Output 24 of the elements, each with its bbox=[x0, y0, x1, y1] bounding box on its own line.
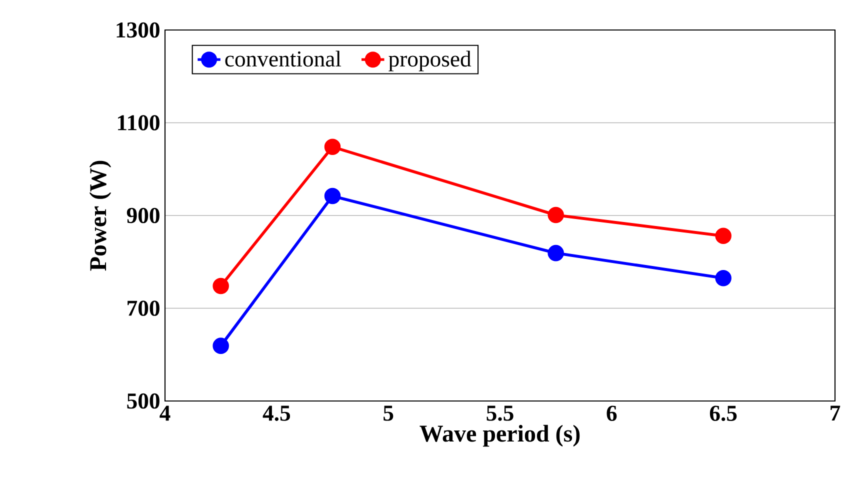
point bbox=[548, 206, 564, 224]
y-tick-label: 500 bbox=[127, 393, 160, 409]
point bbox=[212, 338, 229, 354]
y-tick-label: 1300 bbox=[116, 22, 160, 38]
x-tick-label: 5.5 bbox=[486, 406, 514, 421]
x-tick-label: 5 bbox=[384, 406, 394, 421]
point bbox=[548, 244, 564, 262]
x-tick-label: 7 bbox=[830, 406, 840, 421]
point bbox=[324, 188, 341, 204]
y-tick-label: 700 bbox=[128, 300, 160, 316]
y-axis-title: Power (W) bbox=[89, 160, 112, 271]
x-tick-label: 6.5 bbox=[710, 406, 737, 422]
legend-label: conventional bbox=[225, 50, 342, 67]
y-tick-label: 900 bbox=[126, 208, 160, 224]
x-tick-label: 4 bbox=[160, 406, 170, 421]
point bbox=[715, 270, 732, 286]
legend-label: proposed bbox=[388, 50, 472, 72]
x-axis-title: Wave period (s) bbox=[420, 424, 580, 447]
x-tick-label: 4.5 bbox=[262, 406, 290, 421]
y-tick-label: 1100 bbox=[118, 115, 160, 130]
point bbox=[212, 278, 229, 294]
point bbox=[324, 138, 341, 156]
x-tick-label: 6 bbox=[606, 406, 617, 421]
point bbox=[715, 228, 732, 244]
